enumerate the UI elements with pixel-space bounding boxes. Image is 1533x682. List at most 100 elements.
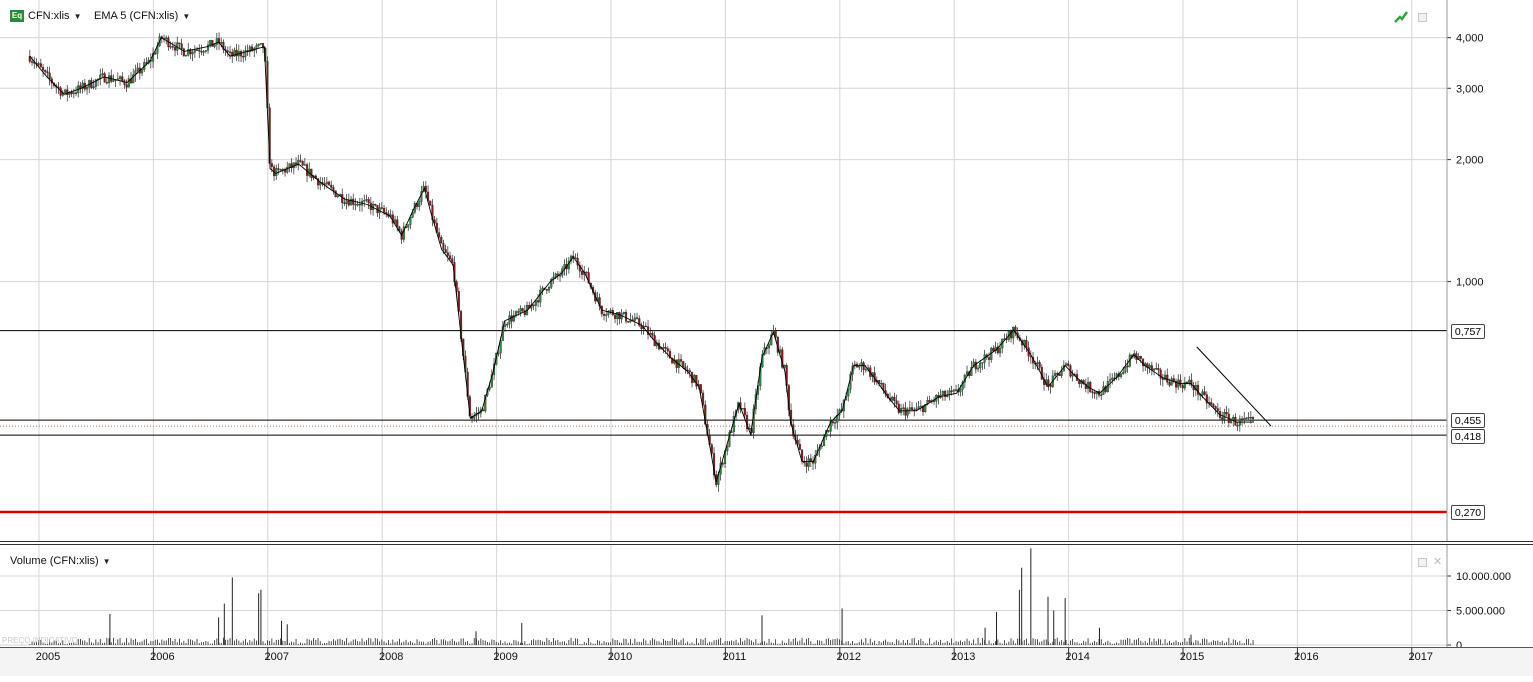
candle-body xyxy=(380,207,383,209)
trend-tool-icon[interactable] xyxy=(1394,10,1408,24)
candle-body xyxy=(532,304,535,306)
candle-body xyxy=(897,403,900,413)
candle-body xyxy=(457,291,460,312)
candle-body xyxy=(1243,418,1246,421)
price-line-group xyxy=(29,36,1272,483)
candle-body xyxy=(1190,379,1193,386)
candle-body xyxy=(523,310,526,315)
candle-body xyxy=(1183,382,1186,389)
candle-body xyxy=(204,50,207,52)
candle-body xyxy=(829,421,832,432)
candle-body xyxy=(921,405,925,413)
candle-body xyxy=(352,198,355,205)
candle-body xyxy=(182,48,185,57)
candle-body xyxy=(356,203,359,206)
volume-chart-panel[interactable]: 10.000.000 5.000.000 0 xyxy=(0,545,1533,652)
maximize-button[interactable] xyxy=(1418,13,1427,22)
panel-separator[interactable] xyxy=(0,541,1533,545)
candle-body xyxy=(833,422,837,424)
candle-body xyxy=(948,390,951,395)
volume-bars xyxy=(29,548,1254,645)
time-axis-label: 2013 xyxy=(951,651,975,663)
candle-body xyxy=(255,45,258,49)
candle-body xyxy=(622,311,625,314)
candle-body xyxy=(616,312,619,319)
close-icon[interactable]: ✕ xyxy=(1433,556,1443,568)
instrument-selector[interactable]: Eq CFN:xlis ▼ xyxy=(10,10,81,22)
candle-body xyxy=(211,40,214,47)
candle-body xyxy=(173,47,177,51)
indicator-selector[interactable]: EMA 5 (CFN:xlis) ▼ xyxy=(94,10,190,22)
candle-body xyxy=(446,252,449,256)
candle-body xyxy=(682,361,685,367)
candle-body xyxy=(1245,417,1248,420)
candle-body xyxy=(521,308,524,311)
candle-body xyxy=(90,80,93,88)
candle-body xyxy=(286,167,289,173)
candle-body xyxy=(1201,391,1204,396)
volume-y-axis: 10.000.000 5.000.000 0 xyxy=(1447,571,1511,652)
candle-body xyxy=(1038,362,1041,368)
time-axis[interactable]: 2005 2006 2007 2008 2009 2010 2011 2012 2013 2014… xyxy=(0,647,1533,676)
candle-body xyxy=(1229,419,1233,423)
candle-body xyxy=(1036,362,1039,364)
price-chart-panel[interactable]: 4,000 3,000 2,000 1,000 xyxy=(0,0,1533,541)
candle-body xyxy=(820,445,823,448)
candle-body xyxy=(1185,382,1189,384)
time-axis-label: 2012 xyxy=(837,651,861,663)
candle-body xyxy=(112,80,115,82)
candle-body xyxy=(1163,374,1167,380)
candle-body xyxy=(924,404,927,413)
volume-selector[interactable]: Volume (CFN:xlis) ▼ xyxy=(10,555,111,567)
candle-body xyxy=(1047,379,1050,385)
candle-body xyxy=(1188,379,1191,383)
candle-body xyxy=(1091,391,1094,393)
candle-body xyxy=(547,287,551,291)
candle-body xyxy=(259,43,262,45)
candle-body xyxy=(536,300,540,303)
candle-body xyxy=(1089,382,1092,392)
candle-body xyxy=(503,324,507,327)
candle-body xyxy=(688,370,691,373)
candle-body xyxy=(917,406,920,409)
candle-body xyxy=(497,352,500,355)
candle-body xyxy=(347,200,350,206)
candle-body xyxy=(431,204,434,220)
price-y-tick-label: 4,000 xyxy=(1456,33,1484,45)
candle-body xyxy=(666,348,669,352)
candle-body xyxy=(827,430,830,432)
candle-body xyxy=(1170,378,1173,386)
candle-body xyxy=(580,271,584,275)
candle-body xyxy=(297,160,300,166)
candle-body xyxy=(107,75,111,84)
candle-body xyxy=(679,359,683,362)
candle-body xyxy=(1152,368,1156,371)
volume-y-tick-label: 0 xyxy=(1456,640,1462,647)
candle-body xyxy=(908,407,911,410)
candle-body xyxy=(805,462,808,467)
trend-line xyxy=(1196,346,1272,427)
candle-body xyxy=(1141,358,1145,367)
candle-body xyxy=(180,43,183,49)
candle-body xyxy=(301,161,304,166)
time-axis-label: 2007 xyxy=(265,651,289,663)
candle-body xyxy=(154,53,157,55)
time-axis-label: 2011 xyxy=(723,651,747,663)
candle-body xyxy=(514,311,518,316)
candle-body xyxy=(63,89,67,93)
candle-body xyxy=(367,199,370,204)
time-axis-label: 2017 xyxy=(1409,651,1433,663)
candle-body xyxy=(242,56,245,58)
candle-body xyxy=(409,217,412,225)
time-axis-label: 2009 xyxy=(493,651,517,663)
candle-body xyxy=(488,387,491,390)
time-axis-label: 2010 xyxy=(608,651,632,663)
volume-maximize-button[interactable] xyxy=(1418,558,1427,567)
candle-body xyxy=(633,317,636,321)
price-grid xyxy=(0,0,1447,541)
candle-body xyxy=(1060,371,1063,376)
candle-body xyxy=(1100,394,1103,396)
candle-body xyxy=(1126,365,1129,368)
candle-body xyxy=(1071,374,1074,377)
candle-body xyxy=(165,37,168,40)
